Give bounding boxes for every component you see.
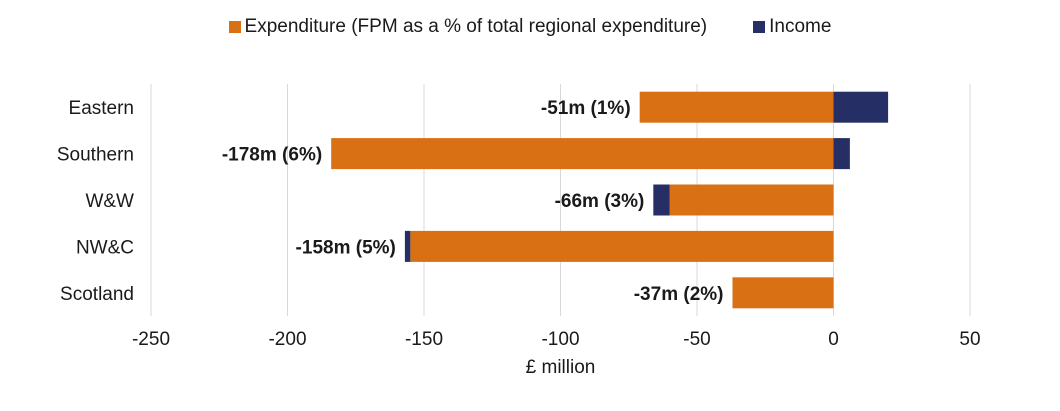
x-tick-label: -250 [132, 329, 170, 350]
y-category-label: Southern [57, 145, 134, 166]
legend-item-income: Income [753, 16, 831, 38]
y-category-label: W&W [85, 191, 134, 212]
x-tick-label: 50 [959, 329, 980, 350]
data-label: -66m (3%) [555, 191, 645, 212]
x-axis-title: £ million [526, 357, 596, 378]
x-tick-label: -50 [683, 329, 710, 350]
bar-income [653, 184, 670, 216]
bar-expenditure [732, 277, 834, 309]
y-category-label: Eastern [69, 98, 134, 119]
bar-expenditure [410, 230, 834, 262]
data-label: -158m (5%) [296, 237, 396, 258]
data-label: -51m (1%) [541, 98, 631, 119]
bar-income [833, 138, 850, 170]
bar-expenditure [331, 138, 834, 170]
bar-income [404, 230, 411, 262]
legend-swatch-income [753, 21, 766, 33]
legend-label-income: Income [769, 16, 832, 37]
x-tick-label: -100 [541, 329, 579, 350]
x-tick-label: -150 [405, 329, 443, 350]
x-tick-label: 0 [828, 329, 839, 350]
x-tick-label: -200 [268, 329, 306, 350]
legend-swatch-expenditure [228, 21, 241, 33]
data-label: -37m (2%) [634, 284, 724, 305]
legend-label-expenditure: Expenditure (FPM as a % of total regiona… [244, 16, 708, 37]
bar-income [833, 91, 889, 123]
bar-expenditure [639, 91, 834, 123]
data-label: -178m (6%) [222, 145, 322, 166]
legend-item-expenditure: Expenditure (FPM as a % of total regiona… [228, 16, 708, 38]
y-category-label: NW&C [76, 237, 134, 258]
bar-expenditure [669, 184, 834, 216]
legend: Expenditure (FPM as a % of total regiona… [0, 16, 1060, 38]
y-category-label: Scotland [60, 284, 134, 305]
